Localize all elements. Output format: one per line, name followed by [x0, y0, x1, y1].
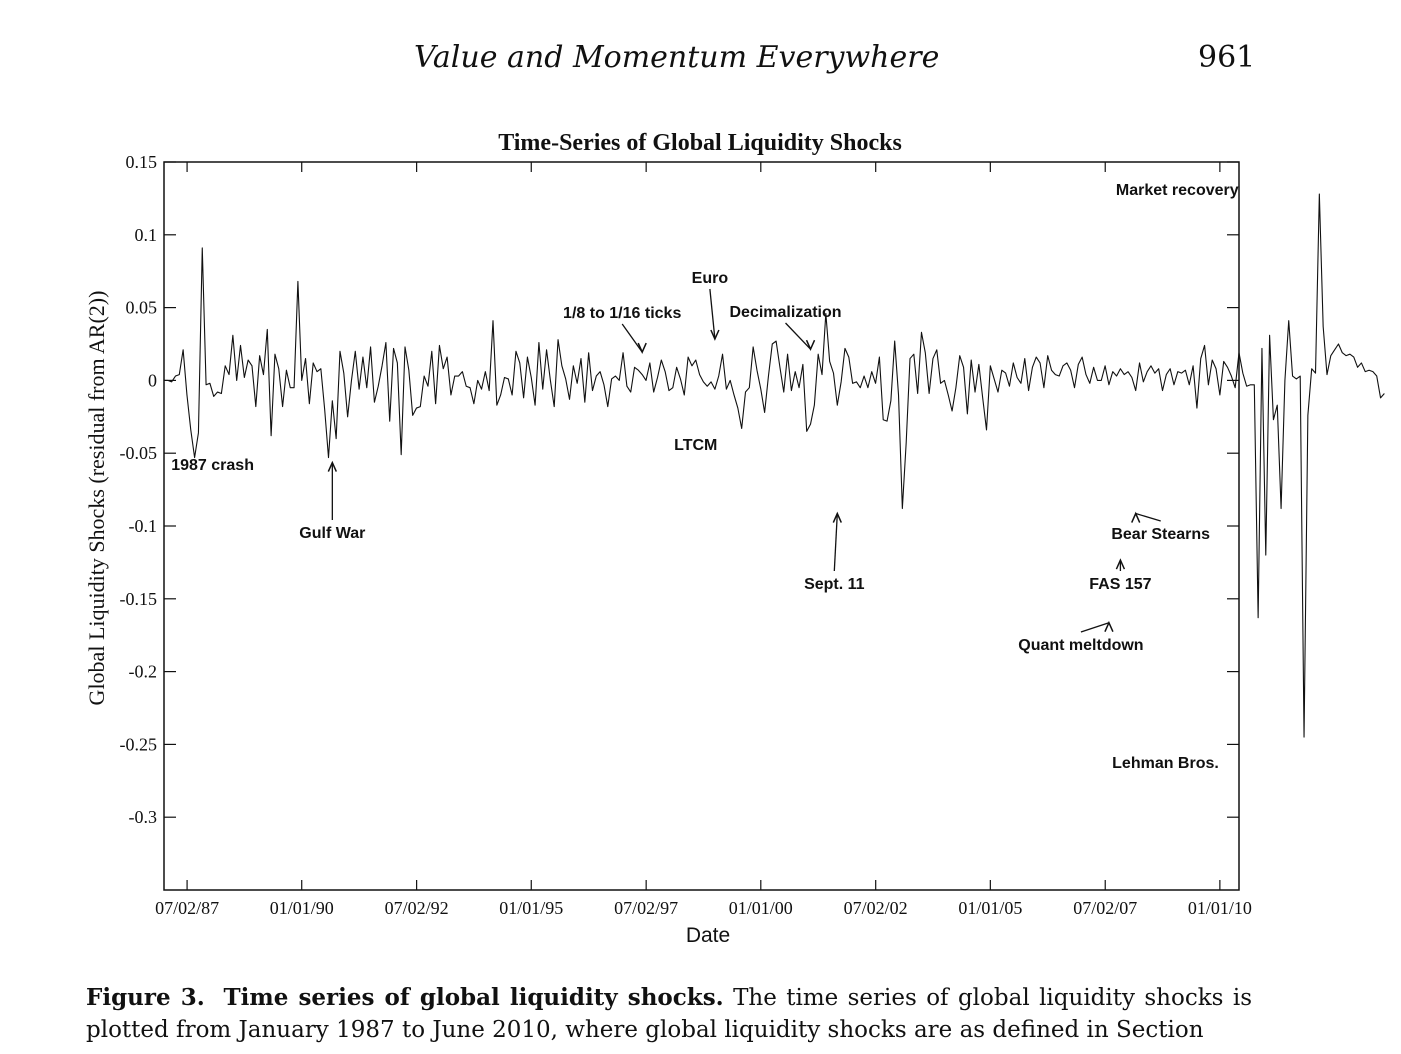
x-tick-label: 07/02/97: [614, 898, 678, 918]
annotation-arrowhead: [710, 329, 720, 341]
y-tick-label: 0.15: [126, 152, 158, 172]
running-title: Value and Momentum Everywhere: [414, 40, 940, 75]
y-tick-label: -0.2: [129, 662, 158, 682]
y-tick-label: -0.3: [129, 807, 158, 827]
y-tick-label: 0.1: [135, 225, 158, 245]
x-tick-label: 07/02/02: [844, 898, 908, 918]
annotation-arrow: [1080, 622, 1110, 633]
y-axis-label: Global Liquidity Shocks (residual from A…: [84, 291, 109, 706]
x-tick-label: 01/01/05: [958, 898, 1022, 918]
caption-text: The time series of global liquidity shoc…: [86, 985, 1253, 1043]
annotation-label: Bear Stearns: [1111, 526, 1210, 543]
annotation-arrow: [785, 322, 812, 350]
annotation-label: 1/8 to 1/16 ticks: [563, 305, 681, 322]
x-tick-label: 01/01/95: [499, 898, 563, 918]
annotation-arrowhead: [1104, 620, 1114, 633]
y-tick-label: 0: [148, 370, 157, 390]
annotation-label: FAS 157: [1089, 576, 1151, 593]
x-tick-label: 01/01/90: [270, 898, 334, 918]
annotation-label: 1987 crash: [171, 457, 254, 474]
x-tick-label: 01/01/10: [1188, 898, 1252, 918]
y-tick-label: -0.1: [129, 516, 158, 536]
liquidity-shock-series-line: [164, 193, 1385, 738]
chart-title: Time-Series of Global Liquidity Shocks: [498, 130, 902, 156]
page-number: 961: [1198, 40, 1256, 75]
x-tick-label: 07/02/92: [385, 898, 449, 918]
figure-caption: Figure 3. Time series of global liquidit…: [86, 982, 1252, 1046]
annotation-arrow: [621, 323, 643, 353]
annotation-label: Sept. 11: [804, 576, 865, 593]
annotation-arrow: [709, 288, 716, 340]
annotation-arrowhead: [1131, 511, 1141, 523]
y-tick-label: -0.25: [120, 734, 158, 754]
x-tick-label: 01/01/00: [729, 898, 793, 918]
annotation-arrow: [1135, 512, 1161, 522]
y-axis: 0.15 0.1 0.05 0 -0.05 -0.1 -0.15 -0.2 -0.25 -0.3: [120, 152, 1239, 827]
annotation-arrowhead: [832, 511, 842, 523]
annotation-arrowhead: [805, 339, 816, 352]
caption-label: Figure 3.: [86, 984, 205, 1011]
y-tick-label: -0.05: [120, 443, 158, 463]
y-tick-label: -0.15: [120, 589, 158, 609]
annotation-arrowhead: [637, 342, 647, 354]
event-annotations: 1987 crash Gulf War 1/8 to 1/16 ticks LTCM E…: [171, 182, 1238, 772]
liquidity-shock-chart: Time-Series of Global Liquidity Shocks 0…: [84, 130, 1385, 947]
annotation-label: Gulf War: [299, 525, 365, 542]
annotation-label: Decimalization: [730, 304, 842, 321]
x-tick-label: 07/02/87: [155, 898, 219, 918]
x-axis-label: Date: [686, 924, 730, 947]
annotation-label: LTCM: [674, 437, 717, 454]
annotation-arrowhead: [1115, 558, 1126, 570]
annotation-label: Euro: [692, 270, 729, 287]
annotation-label: Market recovery: [1116, 182, 1239, 199]
annotation-arrowhead: [327, 460, 338, 472]
x-axis: 07/02/87 01/01/90 07/02/92 01/01/95 07/02/97…: [155, 162, 1252, 918]
annotation-label: Lehman Bros.: [1112, 755, 1219, 772]
annotation-arrow: [833, 513, 838, 572]
caption-title: Time series of global liquidity shocks.: [223, 984, 724, 1011]
y-tick-label: 0.05: [126, 298, 158, 318]
annotation-label: Quant meltdown: [1018, 637, 1143, 654]
x-tick-label: 07/02/07: [1073, 898, 1137, 918]
